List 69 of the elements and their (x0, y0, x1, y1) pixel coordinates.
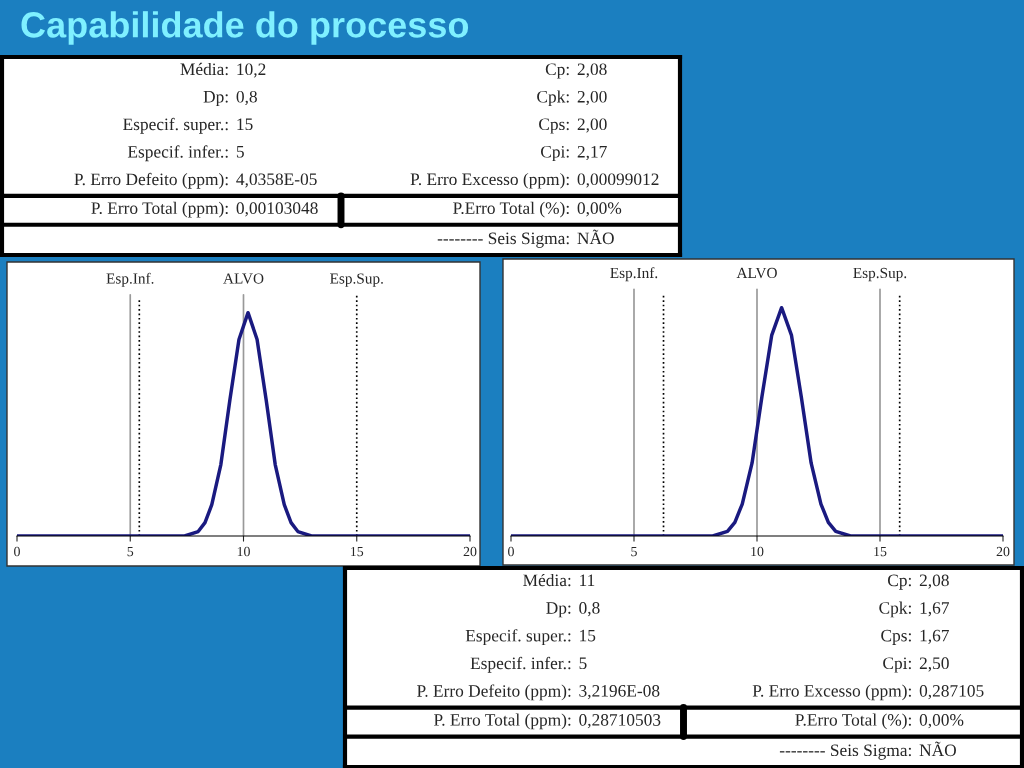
ref-line-label: Esp.Inf. (106, 272, 154, 287)
x-tick-label: 0 (14, 546, 20, 557)
text: Cp: (887, 574, 911, 590)
text: 0,00% (577, 202, 622, 217)
text: Cpk: (879, 601, 911, 618)
text: Cp: (545, 63, 569, 79)
text: 0,00% (919, 714, 964, 729)
text: 2,08 (919, 574, 949, 589)
ref-line-label: Esp.Sup. (330, 273, 383, 287)
x-tick-label: 20 (996, 546, 1010, 557)
text: 0,00099012 (577, 173, 659, 188)
x-tick-label: 5 (127, 546, 134, 557)
text: 0,8 (579, 602, 600, 617)
text: Especif. infer.: (470, 656, 571, 673)
ref-line-label: Esp.Inf. (610, 267, 658, 282)
text: NÃO (577, 229, 614, 245)
text: Média: (523, 573, 571, 587)
text: P.Erro Total (%): (453, 201, 569, 218)
text: 0,00103048 (236, 202, 318, 217)
text: Dp: (546, 602, 571, 618)
text: 2,08 (577, 63, 607, 78)
text: 11 (580, 574, 595, 586)
text: -------- Seis Sigma: (437, 232, 569, 248)
text: Especif. super.: (465, 629, 571, 646)
text: Média: (180, 62, 228, 76)
text: 0,287105 (919, 685, 984, 700)
x-tick-label: 20 (463, 546, 477, 557)
text: 4,0358E-05 (236, 173, 317, 188)
text: P. Erro Excesso (ppm): (410, 172, 569, 189)
x-tick-label: 0 (508, 546, 514, 557)
text: Capabilidade do processo (21, 11, 469, 45)
text: 5 (236, 146, 244, 158)
x-tick-label: 15 (351, 546, 364, 557)
text: 1,67 (920, 602, 949, 617)
text: Dp: (203, 91, 228, 107)
ref-line-label: Esp.Sup. (853, 267, 907, 282)
x-tick-label: 15 (874, 546, 887, 557)
text: 0,8 (236, 90, 257, 106)
text: P. Erro Total (ppm): (91, 201, 228, 218)
x-tick-label: 5 (631, 546, 637, 557)
text: 3,2196E-08 (579, 685, 660, 700)
ref-line-label: ALVO (736, 267, 777, 279)
text: 2,17 (577, 145, 607, 161)
x-tick-label: 10 (751, 546, 764, 557)
x-tick-label: 10 (237, 546, 250, 557)
text: 1,67 (920, 629, 949, 644)
text: P. Erro Defeito (ppm): (74, 172, 228, 189)
text: P. Erro Defeito (ppm): (417, 684, 571, 701)
text: 15 (580, 629, 596, 642)
text: P.Erro Total (%): (795, 713, 911, 730)
ref-line-label: ALVO (223, 273, 264, 284)
text: Cpi: (540, 145, 569, 162)
text: 0,28710503 (579, 714, 661, 729)
text: -------- Seis Sigma: (779, 744, 911, 760)
text: Cps: (881, 629, 911, 645)
text: 10,2 (237, 63, 266, 78)
text: 2,00 (577, 90, 607, 106)
text: P. Erro Total (ppm): (434, 713, 571, 730)
text: 15 (237, 118, 253, 131)
text: Cpi: (883, 657, 911, 673)
text: Especif. infer.: (127, 145, 228, 162)
text: P. Erro Excesso (ppm): (752, 684, 911, 701)
text: Cpk: (537, 90, 569, 107)
text: 2,00 (577, 118, 607, 133)
text: NÃO (919, 741, 956, 757)
text: 2,50 (919, 657, 949, 672)
text: 5 (579, 657, 587, 670)
text: Especif. super.: (123, 117, 228, 134)
text: Cps: (539, 118, 569, 134)
